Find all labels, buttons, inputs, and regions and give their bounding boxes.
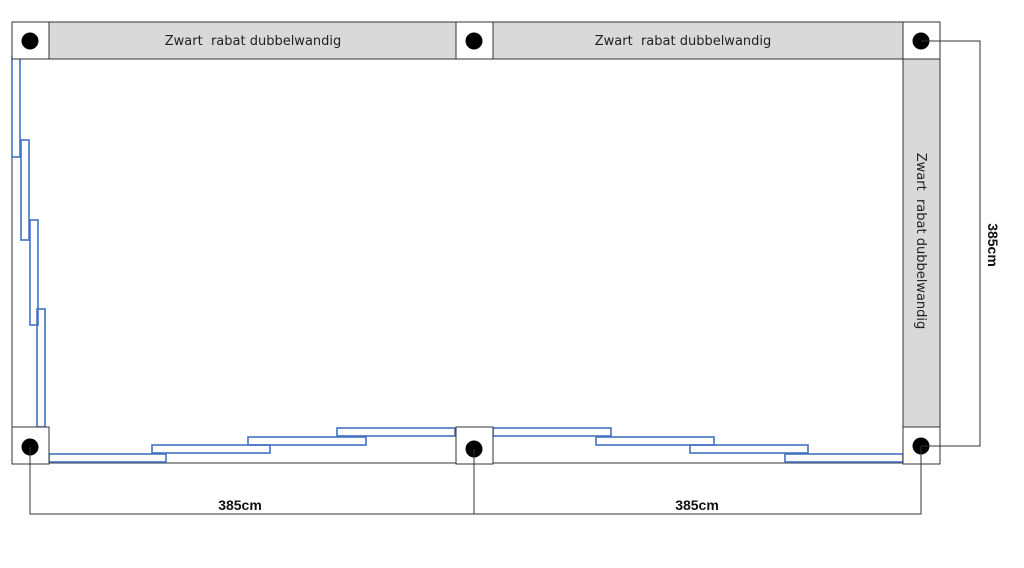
bottom-panel-6 xyxy=(595,436,715,446)
post-top-middle xyxy=(455,21,494,60)
dimension-label-right: 385cm xyxy=(985,223,1001,267)
post-top-right xyxy=(902,21,941,60)
bottom-panel-2 xyxy=(151,444,271,454)
left-panel-1 xyxy=(11,56,21,158)
post-bottom-left xyxy=(11,426,50,465)
wall-top-left xyxy=(48,21,457,60)
dimension-lines xyxy=(29,40,981,515)
bottom-sliding-panels xyxy=(48,427,904,463)
bottom-panel-1 xyxy=(48,453,167,463)
bottom-panel-4 xyxy=(336,427,456,437)
post-top-left xyxy=(11,21,50,60)
bottom-panel-5 xyxy=(492,427,612,437)
left-panel-4 xyxy=(36,308,46,428)
bottom-panel-3 xyxy=(247,436,367,446)
dimension-line-right xyxy=(921,40,981,447)
wall-top-right-label: Zwart rabat dubbelwandig xyxy=(595,34,772,49)
building-outline xyxy=(11,21,941,464)
bottom-panel-7 xyxy=(689,444,809,454)
dimension-line-bottom-left xyxy=(29,447,475,515)
wall-top-left-label: Zwart rabat dubbelwandig xyxy=(165,34,342,49)
left-panel-3 xyxy=(29,219,39,326)
wall-right-label: Zwart rabat dubbelwandig xyxy=(913,153,928,330)
wall-top-right xyxy=(492,21,904,60)
dimension-line-bottom-right xyxy=(474,446,922,515)
dimension-label-bottom-right: 385cm xyxy=(675,497,719,513)
left-panel-2 xyxy=(20,139,30,241)
left-sliding-panels xyxy=(11,56,46,428)
posts xyxy=(11,21,941,465)
dimension-label-bottom-left: 385cm xyxy=(218,497,262,513)
bottom-panel-8 xyxy=(784,453,904,463)
